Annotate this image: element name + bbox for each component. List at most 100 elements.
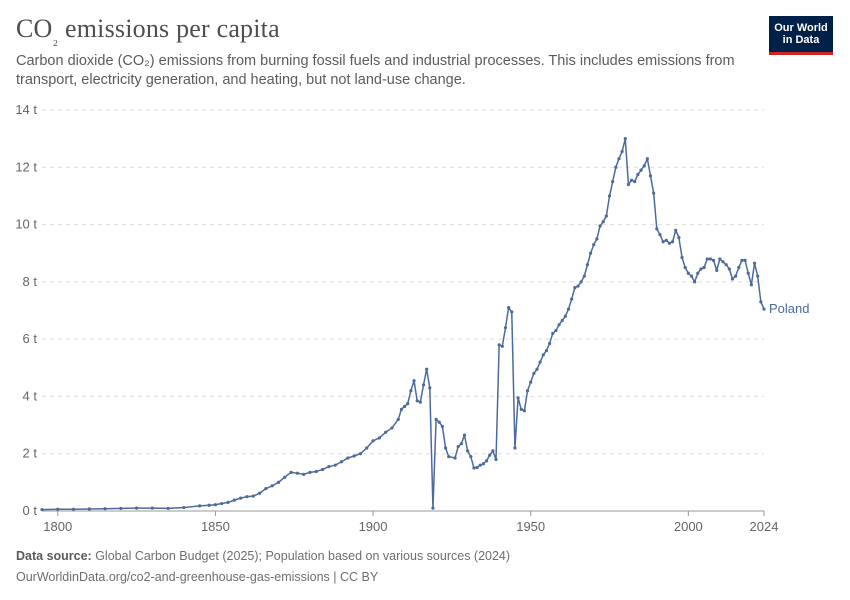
data-point[interactable]	[696, 271, 700, 275]
data-point[interactable]	[308, 470, 312, 474]
owid-logo[interactable]: Our World in Data	[769, 16, 833, 55]
data-point[interactable]	[743, 258, 747, 262]
data-point[interactable]	[513, 446, 517, 450]
data-point[interactable]	[484, 459, 489, 463]
data-point[interactable]	[595, 237, 599, 241]
data-point[interactable]	[220, 501, 224, 506]
data-point[interactable]	[746, 271, 750, 275]
data-point[interactable]	[314, 469, 318, 474]
data-point[interactable]	[447, 454, 451, 459]
data-point[interactable]	[327, 465, 331, 469]
data-point[interactable]	[412, 379, 416, 383]
data-point[interactable]	[740, 258, 744, 262]
data-point[interactable]	[592, 243, 596, 247]
line-chart[interactable]: 0 t 2 t 4 t 6 t 8 t 10 t 12 t 14 t 1800 1850 1900 1…	[0, 95, 850, 535]
data-point[interactable]	[724, 263, 728, 267]
data-point[interactable]	[519, 407, 523, 411]
data-point[interactable]	[358, 452, 363, 456]
data-point[interactable]	[434, 417, 438, 421]
data-point[interactable]	[245, 495, 249, 499]
data-point[interactable]	[437, 420, 441, 424]
data-point[interactable]	[683, 265, 687, 270]
data-point[interactable]	[456, 444, 460, 449]
data-point[interactable]	[702, 265, 706, 270]
data-point[interactable]	[604, 214, 608, 218]
data-point[interactable]	[119, 506, 123, 511]
data-point[interactable]	[611, 180, 615, 184]
data-point[interactable]	[658, 232, 662, 237]
data-point[interactable]	[541, 353, 545, 357]
data-point[interactable]	[566, 307, 571, 311]
data-point[interactable]	[759, 300, 763, 304]
data-point[interactable]	[576, 284, 580, 288]
data-point[interactable]	[629, 178, 634, 182]
data-point[interactable]	[503, 326, 508, 330]
data-point[interactable]	[579, 280, 583, 284]
data-point[interactable]	[620, 149, 624, 154]
data-point[interactable]	[289, 470, 293, 474]
data-point[interactable]	[636, 172, 640, 177]
data-point[interactable]	[548, 341, 552, 346]
data-point[interactable]	[525, 389, 530, 393]
data-point[interactable]	[421, 383, 426, 387]
data-point[interactable]	[544, 349, 549, 353]
data-point[interactable]	[469, 454, 473, 459]
data-point[interactable]	[365, 446, 369, 450]
data-point[interactable]	[270, 484, 274, 488]
data-point[interactable]	[749, 283, 753, 287]
data-point[interactable]	[478, 463, 482, 467]
data-point[interactable]	[727, 267, 731, 271]
data-point[interactable]	[652, 191, 656, 195]
data-point[interactable]	[346, 456, 350, 460]
data-point[interactable]	[607, 194, 612, 198]
data-point[interactable]	[588, 251, 593, 255]
data-point[interactable]	[409, 389, 413, 393]
data-point[interactable]	[737, 265, 741, 270]
data-point[interactable]	[440, 424, 445, 429]
data-point[interactable]	[257, 491, 262, 495]
data-point[interactable]	[689, 274, 694, 278]
data-point[interactable]	[321, 467, 325, 472]
data-point[interactable]	[207, 503, 211, 507]
data-point[interactable]	[415, 399, 419, 403]
data-point[interactable]	[497, 343, 501, 347]
data-point[interactable]	[645, 157, 649, 161]
data-point[interactable]	[507, 306, 511, 310]
data-point[interactable]	[500, 344, 504, 348]
data-point[interactable]	[150, 506, 154, 510]
data-point[interactable]	[226, 500, 230, 505]
data-point[interactable]	[642, 164, 646, 168]
data-point[interactable]	[510, 310, 514, 314]
data-point[interactable]	[554, 328, 558, 333]
data-point[interactable]	[538, 360, 542, 364]
data-point[interactable]	[232, 498, 236, 502]
data-point[interactable]	[406, 401, 410, 406]
data-point[interactable]	[598, 224, 602, 228]
data-point[interactable]	[601, 220, 605, 224]
data-point[interactable]	[475, 465, 479, 470]
data-point[interactable]	[481, 462, 485, 466]
data-point[interactable]	[399, 407, 404, 411]
data-point[interactable]	[491, 449, 495, 453]
data-point[interactable]	[418, 400, 422, 404]
data-point[interactable]	[535, 367, 539, 371]
data-point[interactable]	[532, 371, 536, 376]
data-point[interactable]	[563, 314, 567, 318]
data-point[interactable]	[711, 258, 716, 262]
data-point[interactable]	[384, 430, 388, 434]
data-point[interactable]	[295, 471, 299, 475]
data-point[interactable]	[302, 472, 306, 476]
data-point[interactable]	[551, 331, 555, 336]
data-point[interactable]	[182, 505, 186, 510]
data-point[interactable]	[251, 494, 255, 498]
data-point[interactable]	[705, 257, 709, 261]
data-point[interactable]	[667, 241, 672, 245]
data-point[interactable]	[661, 240, 665, 244]
data-point[interactable]	[134, 506, 139, 510]
data-point[interactable]	[708, 257, 713, 261]
data-point[interactable]	[529, 380, 533, 384]
data-point[interactable]	[664, 238, 668, 242]
data-point[interactable]	[670, 240, 675, 244]
data-point[interactable]	[573, 285, 577, 290]
data-point[interactable]	[339, 460, 344, 464]
